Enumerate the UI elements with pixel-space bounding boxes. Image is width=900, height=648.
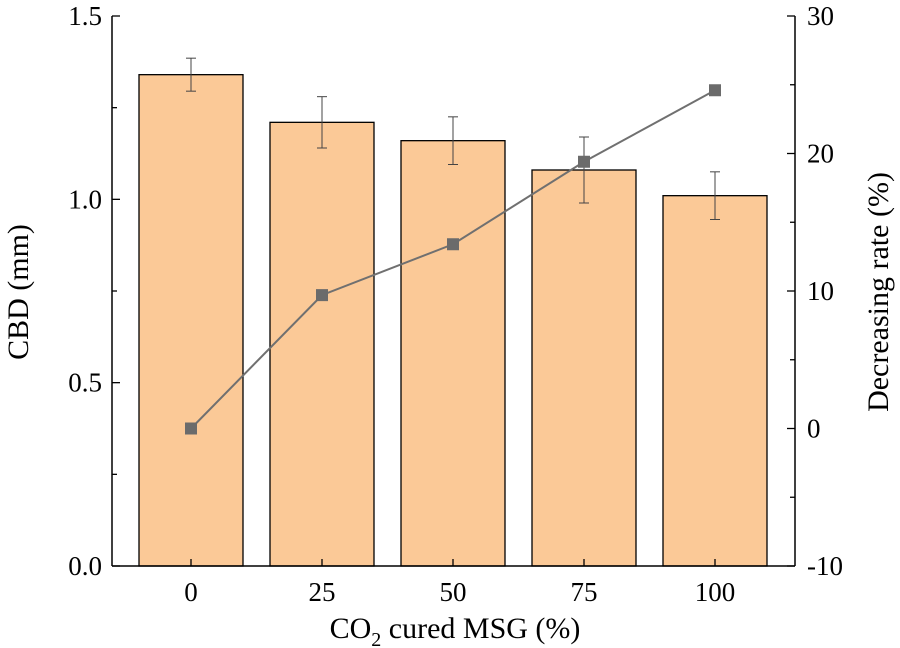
right-tick-label: 10: [807, 276, 834, 306]
y-axis-title-left: CBD (mm): [2, 224, 35, 360]
x-axis-title: CO2 cured MSG (%): [330, 612, 581, 648]
rate-point-1: [316, 289, 328, 302]
error-bars-group: [186, 57, 720, 220]
axes-group: 0.0 0.5 1.0 1.5 -10 0 10 20 30 0 25 50 75 100: [68, 1, 843, 607]
x-tick-label: 50: [440, 577, 467, 607]
left-tick-label: 1.5: [68, 1, 102, 31]
right-tick-label: 30: [807, 1, 834, 31]
bar-3: [531, 169, 637, 567]
x-tick-label: 75: [571, 577, 598, 607]
x-axis-title-rest: cured MSG (%): [381, 612, 580, 645]
x-tick-label: 100: [695, 577, 736, 607]
bar-2: [400, 140, 506, 567]
right-tick-label: -10: [807, 551, 843, 581]
x-tick-label: 25: [309, 577, 336, 607]
left-tick-label: 1.0: [68, 184, 102, 214]
x-axis-title-main: CO: [330, 612, 372, 645]
x-tick-label: 0: [184, 577, 198, 607]
bar-1: [269, 121, 375, 567]
bar-0: [138, 74, 244, 567]
x-axis-title-subscript: 2: [371, 629, 381, 648]
left-tick-label: 0.5: [68, 368, 102, 398]
rate-point-0: [185, 422, 197, 435]
right-tick-label: 0: [807, 414, 821, 444]
rate-point-3: [578, 155, 590, 168]
rate-point-4: [709, 84, 721, 97]
y-axis-title-right: Decreasing rate (%): [862, 172, 895, 412]
right-tick-label: 20: [807, 139, 834, 169]
left-tick-label: 0.0: [68, 551, 102, 581]
bar-4: [662, 195, 768, 567]
line-series-group: [185, 84, 721, 435]
rate-point-2: [447, 238, 459, 251]
